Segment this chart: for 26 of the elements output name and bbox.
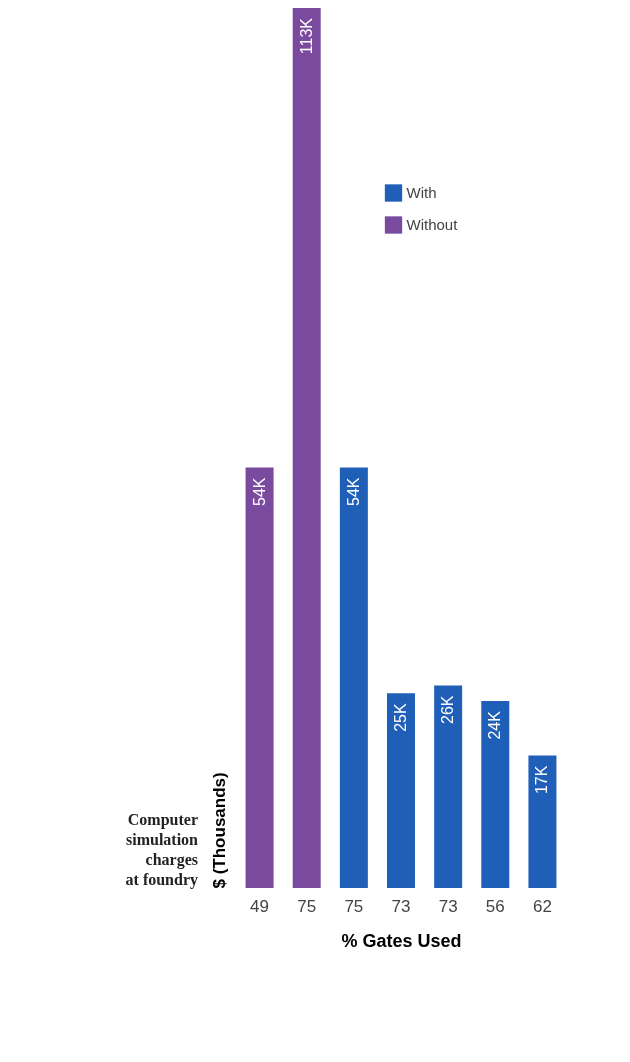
bar <box>434 685 463 888</box>
x-tick-label: 62 <box>532 896 552 916</box>
x-tick-label: 49 <box>250 896 270 916</box>
x-tick-label: 75 <box>344 896 364 916</box>
bar <box>245 467 274 888</box>
data-label: 25K <box>392 702 409 732</box>
y-axis-title: $ (Thousands) <box>209 772 229 889</box>
bar <box>387 693 415 888</box>
data-label: 54K <box>344 477 362 506</box>
x-tick-label: 73 <box>438 896 458 916</box>
data-label: 17K <box>533 765 551 795</box>
text: Computer simulation charges at foundry <box>125 811 199 889</box>
data-label: 26K <box>439 695 457 724</box>
bar <box>528 755 557 888</box>
data-label: 24K <box>486 710 504 740</box>
x-axis-title: % Gates Used <box>341 930 462 951</box>
bar <box>292 8 321 888</box>
bar <box>339 467 368 888</box>
x-tick-label: 73 <box>391 896 411 916</box>
legend-label: With <box>406 184 437 201</box>
bar <box>481 701 510 888</box>
x-tick-label: 75 <box>297 896 317 916</box>
data-label: 113K <box>297 17 315 55</box>
legend-label: Without <box>406 216 459 233</box>
x-tick-label: 56 <box>485 896 505 916</box>
data-label: 54K <box>250 477 268 506</box>
